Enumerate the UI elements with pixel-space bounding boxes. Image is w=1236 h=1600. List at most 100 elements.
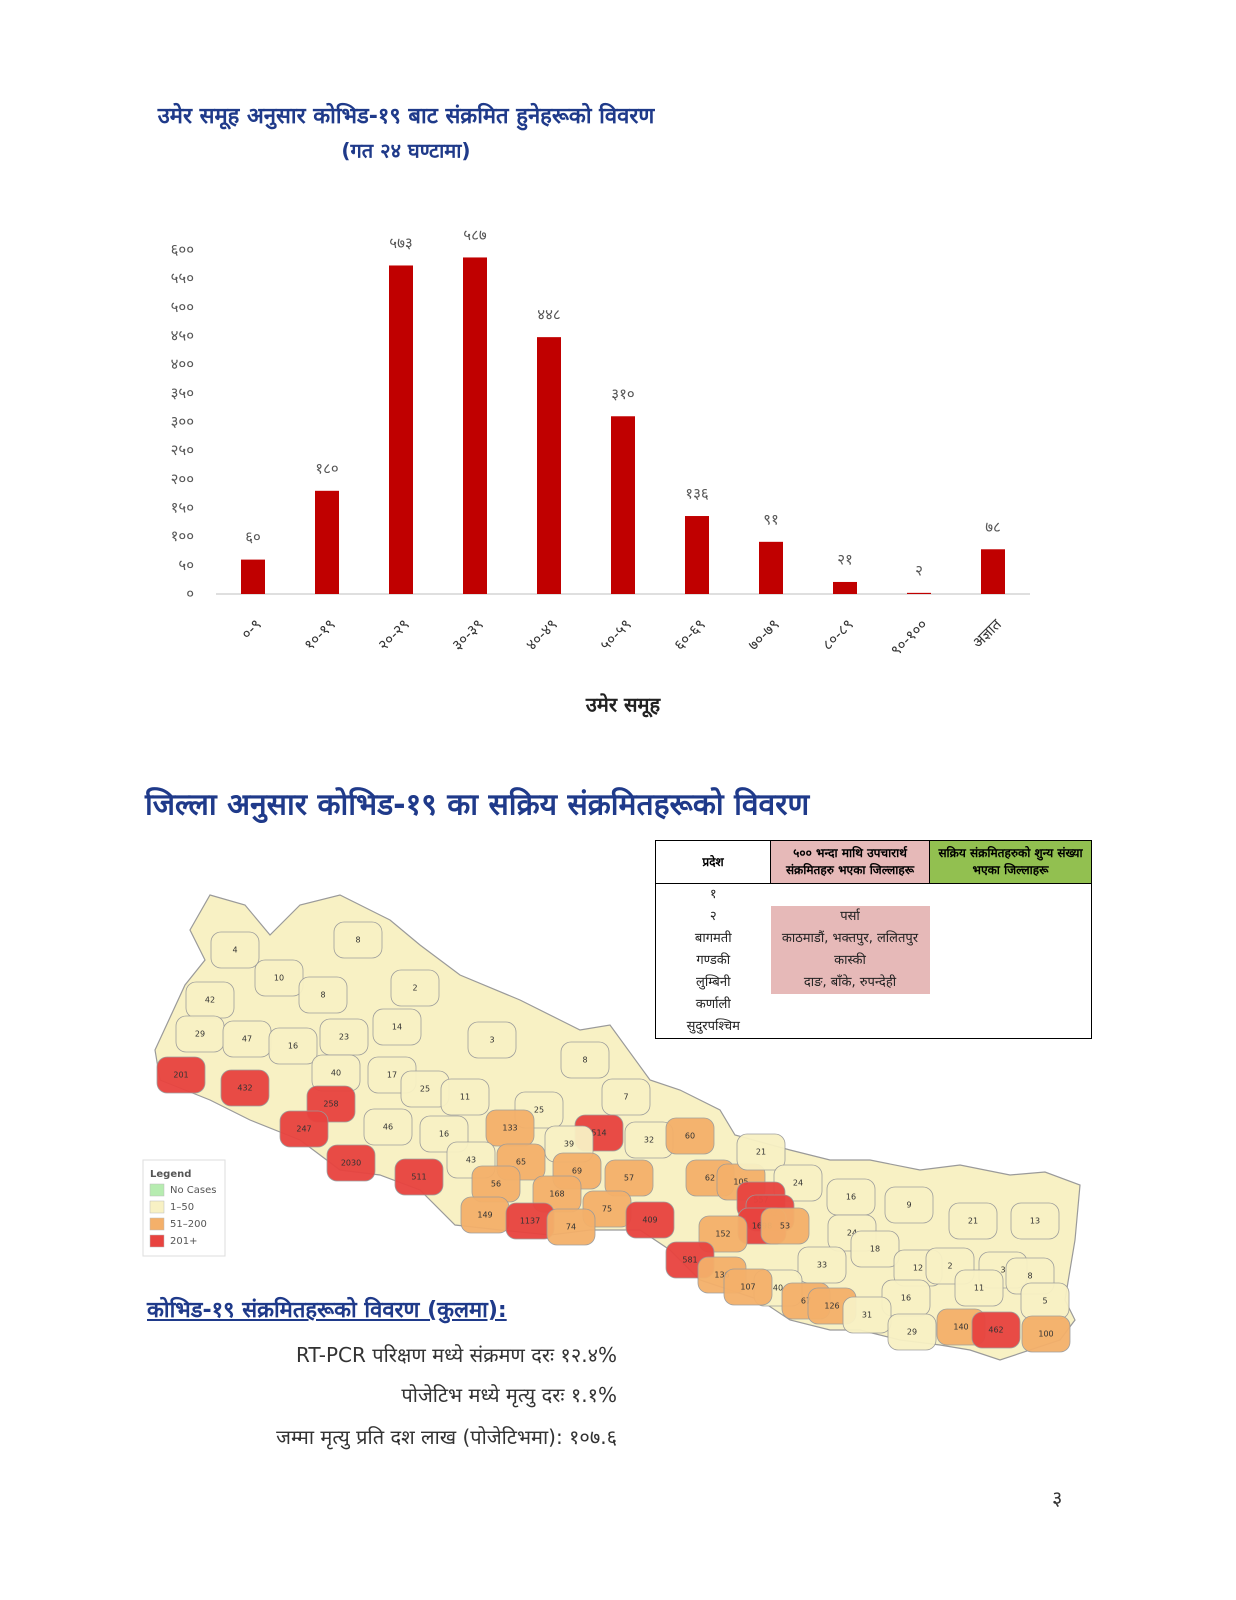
district-patch — [665, 1117, 715, 1155]
value-label: ३१० — [611, 385, 634, 403]
district-label: 2 — [412, 984, 417, 993]
district-label: 247 — [296, 1125, 311, 1134]
district-patch — [279, 1110, 329, 1148]
district-label: 31 — [862, 1311, 872, 1320]
value-label: ९१ — [763, 510, 779, 528]
province-cell: २ — [709, 909, 717, 924]
district-patch — [440, 1078, 490, 1116]
district-label: 25 — [420, 1085, 430, 1094]
value-label: २ — [915, 561, 923, 579]
district-patch — [760, 1207, 810, 1245]
district-patch — [254, 959, 304, 997]
y-tick-label: ३०० — [171, 413, 194, 431]
district-label: 4 — [232, 946, 237, 955]
table-row: कर्णाली — [656, 994, 1092, 1016]
value-label: १८० — [315, 459, 338, 477]
district-label: 29 — [195, 1030, 205, 1039]
district-label: 514 — [591, 1129, 606, 1138]
legend-label: 51–200 — [170, 1219, 207, 1230]
bar — [907, 592, 931, 594]
bar — [315, 490, 339, 594]
province-cell: गण्डकी — [696, 953, 731, 968]
district-label: 1137 — [520, 1217, 540, 1226]
district-label: 16 — [901, 1294, 911, 1303]
value-label: ५८७ — [463, 226, 487, 244]
x-tick-label: ३०-३९ — [448, 615, 487, 654]
district-label: 8 — [1027, 1272, 1032, 1281]
legend-swatch — [149, 1183, 165, 1197]
district-label: 23 — [339, 1033, 349, 1042]
y-tick-label: ० — [186, 585, 194, 603]
value-label: १३६ — [685, 485, 709, 503]
table-row: २ पर्सा — [656, 906, 1092, 928]
x-tick-label: ५०-५९ — [596, 615, 635, 654]
district-label: 74 — [566, 1223, 576, 1232]
district-cell: काठमाडौं, भक्तपुर, ललितपुर — [770, 928, 930, 950]
y-tick-label: ४०० — [171, 355, 194, 373]
district-label: 201 — [173, 1071, 188, 1080]
y-tick-label: १५० — [171, 499, 194, 517]
district-label: 29 — [907, 1328, 917, 1337]
district-patch — [560, 1041, 610, 1079]
district-label: 105 — [733, 1178, 748, 1187]
district-patch — [601, 1078, 651, 1116]
district-patch — [363, 1108, 413, 1146]
district-label: 258 — [323, 1100, 338, 1109]
district-label: 136 — [714, 1271, 729, 1280]
legend-swatch — [149, 1217, 165, 1231]
legend-label: 201+ — [170, 1236, 197, 1247]
district-label: 40 — [331, 1069, 341, 1078]
district-label: 100 — [1038, 1330, 1053, 1339]
value-label: ५७३ — [389, 234, 412, 252]
legend-swatch — [149, 1234, 165, 1248]
district-cell — [771, 884, 930, 907]
zero-cell — [930, 928, 1092, 950]
district-label: 18 — [870, 1245, 880, 1254]
table-row: सुदुरपश्चिम — [656, 1016, 1092, 1039]
district-label: 33 — [817, 1261, 827, 1270]
district-label: 69 — [572, 1167, 582, 1176]
district-label: 17 — [387, 1071, 397, 1080]
district-patch — [156, 1056, 206, 1094]
district-label: 432 — [237, 1084, 252, 1093]
legend-label: No Cases — [170, 1185, 216, 1196]
district-label: 60 — [685, 1132, 695, 1141]
district-label: 32 — [644, 1136, 654, 1145]
district-label: 75 — [602, 1205, 612, 1214]
district-label: 8 — [582, 1056, 587, 1065]
x-tick-label: अज्ञात — [969, 615, 1006, 652]
bar — [463, 257, 487, 594]
district-label: 16 — [846, 1193, 856, 1202]
x-tick-label: ७०-७९ — [744, 615, 783, 654]
x-tick-label: ४०-४९ — [522, 615, 561, 654]
district-label: 462 — [988, 1326, 1003, 1335]
district-label: 107 — [740, 1283, 755, 1292]
table-row: गण्डकी कास्की — [656, 950, 1092, 972]
district-patch — [210, 931, 260, 969]
district-label: 8 — [355, 936, 360, 945]
district-patch — [326, 1144, 376, 1182]
district-patch — [298, 976, 348, 1014]
x-tick-label: ०-९ — [237, 615, 265, 643]
district-patch — [842, 1296, 892, 1334]
district-label: 21 — [968, 1217, 978, 1226]
district-cell: दाङ, बाँके, रुपन्देही — [770, 972, 930, 994]
section-title: जिल्ला अनुसार कोभिड-१९ का सक्रिय संक्रमि… — [144, 787, 810, 824]
bar — [833, 581, 857, 594]
province-cell: लुम्बिनी — [696, 975, 731, 990]
district-label: 11 — [460, 1093, 470, 1102]
district-label: 62 — [705, 1174, 715, 1183]
province-table: प्रदेश ५०० भन्दा माथि उपचारार्थ संक्रमित… — [655, 840, 1092, 1039]
y-tick-label: ६०० — [171, 241, 194, 259]
district-patch — [268, 1027, 318, 1065]
x-tick-label: २०-२९ — [374, 615, 413, 654]
district-cell — [771, 994, 930, 1016]
province-cell: सुदुरपश्चिम — [686, 1019, 740, 1034]
summary-line: RT-PCR परिक्षण मध्ये संक्रमण दरः १२.४% — [295, 1343, 617, 1367]
district-label: 67 — [801, 1297, 811, 1306]
district-label: 3 — [1000, 1266, 1005, 1275]
district-label: 16 — [288, 1042, 298, 1051]
district-patch — [884, 1186, 934, 1224]
